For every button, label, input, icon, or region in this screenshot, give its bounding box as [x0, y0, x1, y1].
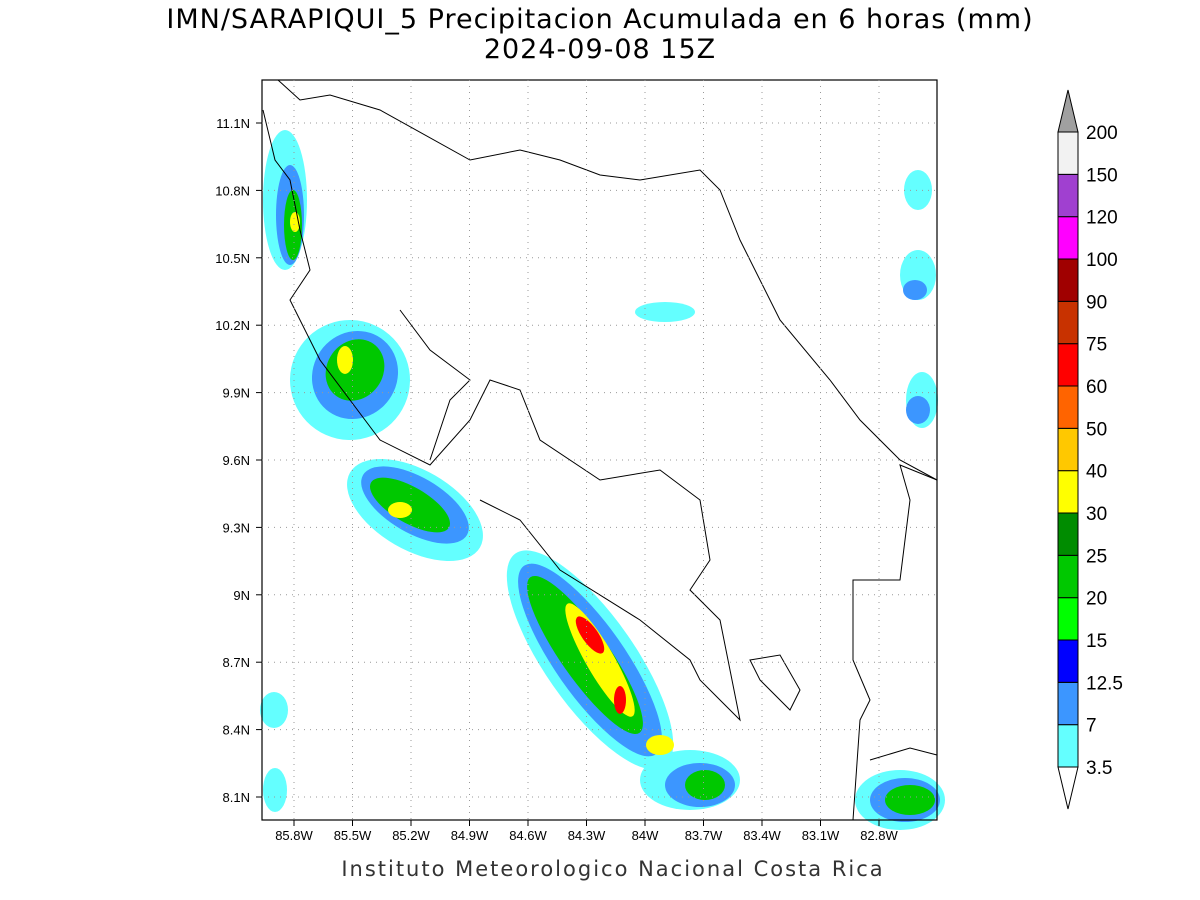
lat-label: 8.4N — [223, 723, 250, 738]
colorbar-segment — [1057, 639, 1079, 683]
colorbar-label: 150 — [1086, 165, 1118, 186]
title: IMN/SARAPIQUI_5 Precipitacion Acumulada … — [166, 4, 1033, 35]
lat-label: 9N — [233, 588, 250, 603]
colorbar-label: 50 — [1086, 419, 1107, 440]
lat-label: 8.1N — [223, 790, 250, 805]
subtitle: 2024-09-08 15Z — [484, 34, 716, 65]
colorbar-segment — [1057, 681, 1079, 726]
colorbar-segment — [1057, 131, 1079, 175]
colorbar-high-triangle — [1057, 89, 1079, 133]
lon-label: 85.2W — [392, 828, 430, 843]
colorbar-label: 25 — [1086, 546, 1107, 567]
colorbar-segment — [1057, 427, 1079, 472]
lon-label: 83.7W — [685, 828, 723, 843]
colorbar-label: 15 — [1086, 631, 1107, 652]
lon-label: 84.6W — [509, 828, 547, 843]
colorbar-label: 75 — [1086, 335, 1107, 356]
lon-label: 84W — [632, 828, 659, 843]
lon-label: 84.3W — [568, 828, 606, 843]
colorbar-label: 20 — [1086, 589, 1107, 610]
colorbar-segment — [1057, 597, 1079, 641]
colorbar-label: 120 — [1086, 208, 1118, 229]
colorbar-low-triangle — [1057, 766, 1079, 810]
colorbar-label: 90 — [1086, 292, 1107, 313]
footer: Instituto Meteorologico Nacional Costa R… — [341, 857, 884, 881]
colorbar-segment — [1057, 216, 1079, 260]
colorbar-segment — [1057, 343, 1079, 387]
colorbar-label: 60 — [1086, 377, 1107, 398]
colorbar-label: 7 — [1086, 716, 1097, 737]
colorbar-segment — [1057, 554, 1079, 599]
lat-label: 10.2N — [215, 318, 250, 333]
colorbar-segment — [1057, 258, 1079, 302]
lat-label: 9.3N — [223, 520, 250, 535]
precip-extreme — [575, 616, 626, 714]
lon-label: 83.1W — [802, 828, 840, 843]
precipitation-field — [260, 130, 945, 830]
colorbar-label: 100 — [1086, 250, 1118, 271]
lat-label: 8.7N — [223, 655, 250, 670]
map-frame — [261, 79, 938, 821]
colorbar-label: 200 — [1086, 123, 1118, 144]
colorbar-label: 3.5 — [1086, 758, 1112, 779]
colorbar-label: 40 — [1086, 462, 1107, 483]
lon-label: 84.9W — [451, 828, 489, 843]
colorbar-label: 12.5 — [1086, 673, 1123, 694]
colorbar-label: 30 — [1086, 504, 1107, 525]
lat-label: 10.5N — [215, 251, 250, 266]
lon-label: 82.8W — [860, 828, 898, 843]
lon-label: 85.8W — [275, 828, 313, 843]
colorbar-segment — [1057, 173, 1079, 218]
lat-label: 11.1N — [216, 116, 250, 131]
lat-label: 10.8N — [215, 183, 250, 198]
lat-label: 9.9N — [223, 386, 250, 401]
lon-label: 83.4W — [743, 828, 781, 843]
lon-label: 85.5W — [334, 828, 372, 843]
colorbar-segment — [1057, 300, 1079, 345]
colorbar-segment — [1057, 512, 1079, 556]
colorbar-segment — [1057, 385, 1079, 429]
colorbar-segment — [1057, 724, 1079, 768]
lat-label: 9.6N — [223, 453, 250, 468]
colorbar-segment — [1057, 470, 1079, 514]
